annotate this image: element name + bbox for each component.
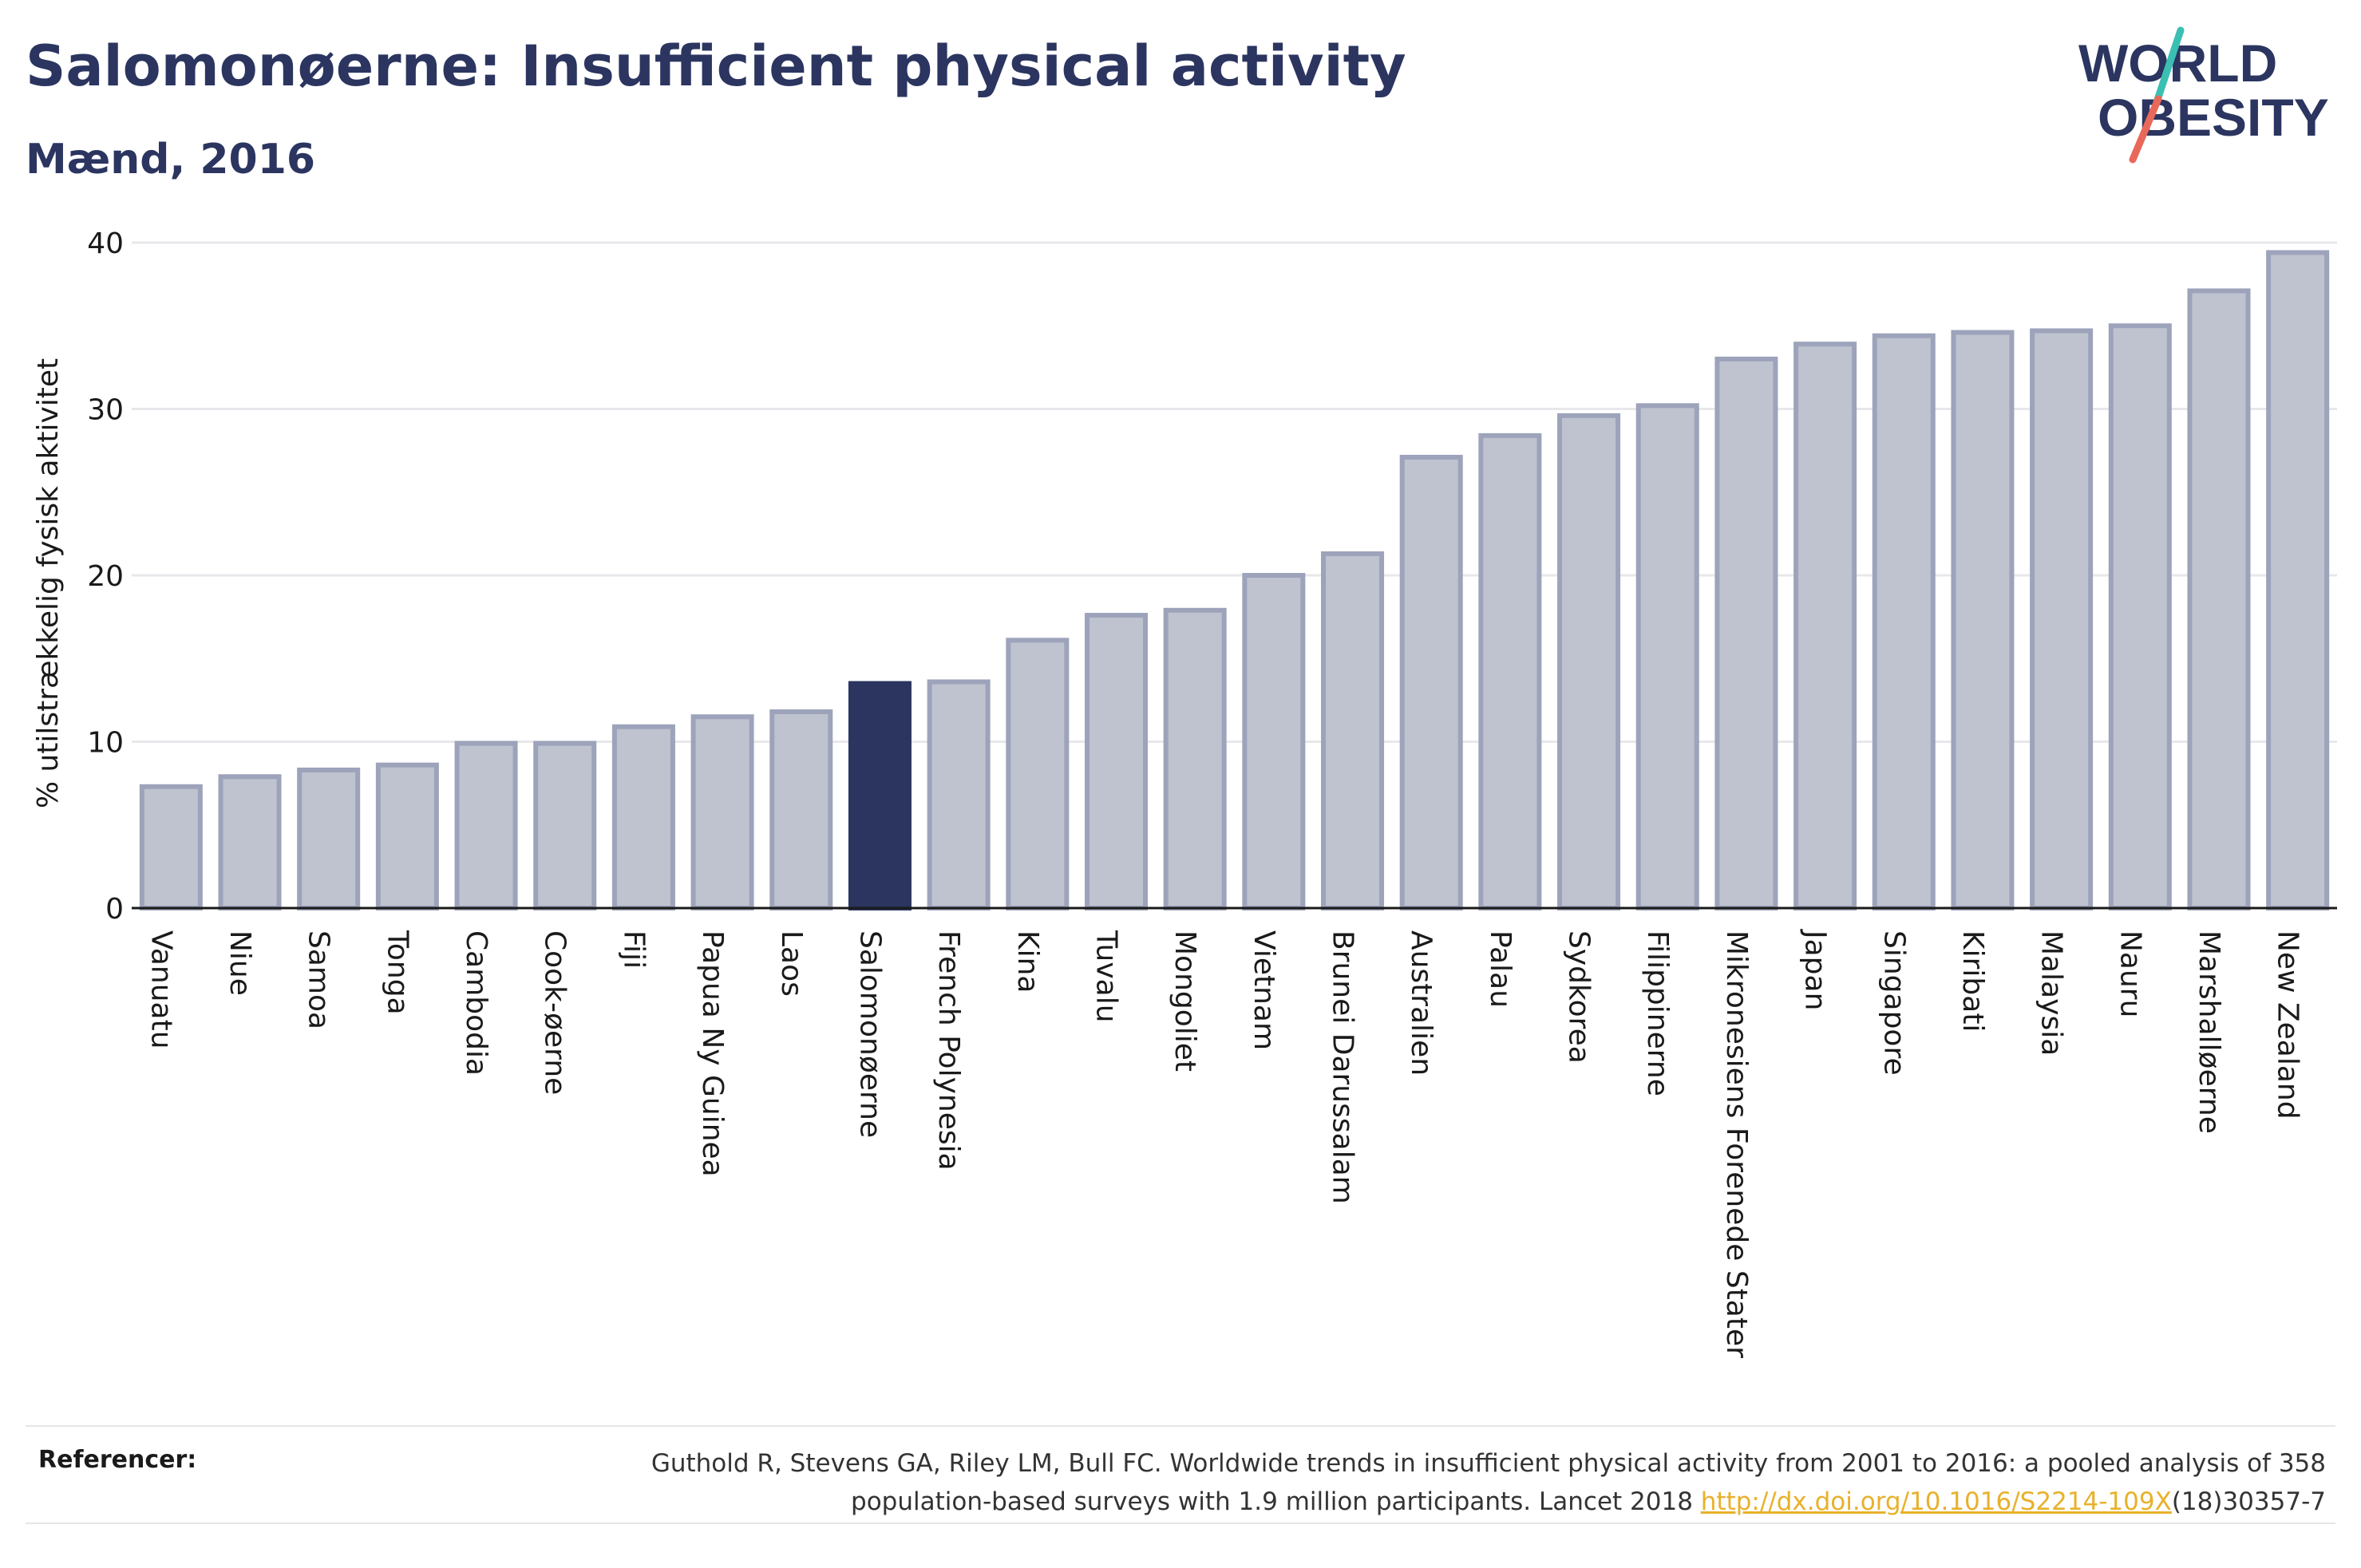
chart-subtitle: Mænd, 2016 bbox=[26, 136, 316, 184]
y-tick-label: 40 bbox=[87, 227, 124, 260]
x-tick-label: French Polynesia bbox=[932, 930, 965, 1171]
footer-divider-bottom bbox=[26, 1523, 2335, 1524]
bar-chart: 0 10 20 30 40 Vanuatu Niue Samoa Tonga Cambodia Co… bbox=[32, 227, 2337, 1358]
world-obesity-logo: WORLD OBESITY bbox=[2078, 26, 2329, 164]
bar[interactable] bbox=[1872, 333, 1936, 910]
x-tick-label: Samoa bbox=[303, 930, 335, 1029]
x-tick-label: Singapore bbox=[1877, 930, 1910, 1076]
bar[interactable] bbox=[1163, 607, 1227, 910]
x-tick-label: New Zealand bbox=[2272, 930, 2304, 1120]
x-tick-label: Australien bbox=[1405, 930, 1438, 1076]
reference-line-2-start: population-based surveys with 1.9 millio… bbox=[851, 1487, 1701, 1516]
bar[interactable] bbox=[2030, 328, 2094, 910]
x-tick-label: Malaysia bbox=[2035, 930, 2068, 1056]
x-tick-label: Fiji bbox=[617, 930, 650, 969]
x-tick-label: Laos bbox=[775, 930, 808, 997]
x-tick-label: Palau bbox=[1484, 930, 1517, 1008]
logo-slash-top bbox=[2153, 26, 2185, 106]
logo-line2: OBESITY bbox=[2098, 88, 2329, 147]
x-tick-label: Tonga bbox=[381, 930, 413, 1015]
reference-line-1: Guthold R, Stevens GA, Riley LM, Bull FC… bbox=[651, 1449, 2326, 1478]
bar[interactable] bbox=[533, 741, 597, 911]
x-tick-label: Filippinerne bbox=[1641, 930, 1674, 1096]
bar-highlighted[interactable] bbox=[848, 681, 912, 911]
bar[interactable] bbox=[1714, 356, 1778, 910]
bar[interactable] bbox=[1793, 342, 1857, 910]
footer-divider-top bbox=[26, 1425, 2335, 1427]
x-tick-label: Japan bbox=[1799, 929, 1832, 1010]
y-tick-label: 0 bbox=[105, 893, 124, 926]
bar[interactable] bbox=[1478, 432, 1542, 910]
x-tick-label: Tuvalu bbox=[1090, 930, 1122, 1023]
bar[interactable] bbox=[1242, 573, 1306, 910]
x-tick-label: Mongoliet bbox=[1169, 930, 1201, 1072]
bar[interactable] bbox=[1951, 330, 2015, 910]
bar[interactable] bbox=[1006, 638, 1070, 910]
bar[interactable] bbox=[927, 679, 991, 910]
x-tick-label: Cook-øerne bbox=[539, 930, 571, 1095]
x-tick-label: Niue bbox=[223, 930, 256, 996]
x-tick-label: Sydkorea bbox=[1563, 930, 1596, 1064]
y-axis-label: % utilstrækkelig fysisk aktivitet bbox=[32, 358, 65, 808]
x-tick-label: Mikronesiens Forenede Stater bbox=[1720, 930, 1753, 1358]
logo-slash-bottom bbox=[2129, 95, 2162, 164]
tick-labels: 0 10 20 30 40 Vanuatu Niue Samoa Tonga Cambodia Co… bbox=[87, 227, 2304, 1358]
bar[interactable] bbox=[1399, 454, 1463, 910]
x-tick-label: Kiribati bbox=[1956, 930, 1989, 1032]
x-tick-label: Brunei Darussalam bbox=[1327, 930, 1359, 1204]
bars bbox=[139, 250, 2330, 911]
x-tick-label: Cambodia bbox=[460, 930, 492, 1076]
y-tick-label: 10 bbox=[87, 727, 124, 760]
bar[interactable] bbox=[139, 784, 203, 910]
bar[interactable] bbox=[2108, 323, 2172, 910]
y-tick-label: 20 bbox=[87, 560, 124, 593]
references-label: Referencer: bbox=[38, 1446, 197, 1474]
bar[interactable] bbox=[611, 724, 675, 910]
bar[interactable] bbox=[1321, 551, 1385, 911]
x-tick-label: Marshalløerne bbox=[2193, 930, 2225, 1134]
bar[interactable] bbox=[375, 762, 439, 910]
x-tick-label: Nauru bbox=[2114, 930, 2146, 1017]
bar[interactable] bbox=[769, 709, 833, 910]
bar[interactable] bbox=[2266, 250, 2330, 910]
reference-text: Guthold R, Stevens GA, Riley LM, Bull FC… bbox=[490, 1444, 2326, 1521]
x-tick-label: Salomonøerne bbox=[853, 930, 886, 1138]
y-tick-label: 30 bbox=[87, 394, 124, 427]
bar[interactable] bbox=[1635, 403, 1699, 910]
bar[interactable] bbox=[1557, 413, 1621, 910]
x-tick-label: Vietnam bbox=[1248, 930, 1280, 1050]
bar[interactable] bbox=[1084, 613, 1148, 910]
reference-line-2-end: (18)30357-7 bbox=[2171, 1487, 2326, 1516]
doi-link[interactable]: http://dx.doi.org/10.1016/S2214-109X bbox=[1700, 1487, 2172, 1516]
chart-title: Salomonøerne: Insufficient physical acti… bbox=[26, 34, 1406, 99]
x-tick-label: Vanuatu bbox=[144, 930, 177, 1049]
bar[interactable] bbox=[454, 741, 518, 911]
x-tick-label: Papua Ny Guinea bbox=[696, 930, 729, 1177]
bar[interactable] bbox=[218, 774, 282, 910]
bar[interactable] bbox=[2187, 288, 2251, 910]
x-tick-label: Kina bbox=[1011, 930, 1044, 993]
bar[interactable] bbox=[690, 714, 754, 910]
bar[interactable] bbox=[297, 767, 361, 910]
